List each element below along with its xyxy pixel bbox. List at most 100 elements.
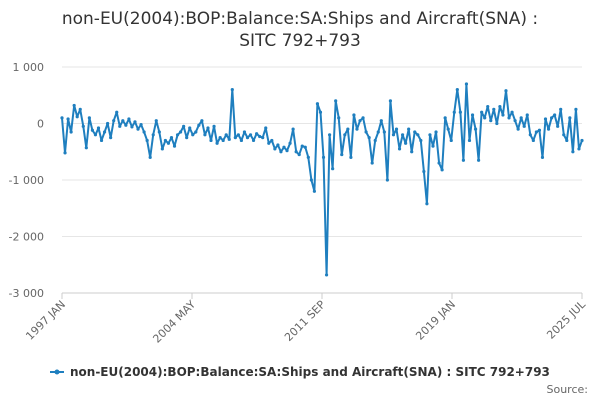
data-point: [449, 138, 453, 143]
data-point: [422, 169, 426, 174]
data-point: [294, 150, 298, 154]
data-point: [145, 138, 149, 143]
data-point: [282, 145, 286, 149]
x-tick-label: 2011 SEP: [282, 298, 328, 344]
data-point: [495, 121, 499, 126]
data-point: [206, 126, 210, 130]
data-point: [197, 123, 201, 127]
data-point: [331, 167, 335, 171]
data-point: [543, 117, 548, 121]
data-point: [483, 116, 487, 120]
data-point: [178, 130, 183, 134]
data-point: [492, 107, 496, 111]
data-point: [519, 116, 523, 120]
x-axis: 1997 JAN 2004 MAY 2011 SEP 2019 JAN 2025 JUL: [23, 292, 589, 346]
data-point: [531, 138, 535, 143]
y-tick-label: -2 000: [9, 231, 44, 244]
data-point: [343, 133, 347, 137]
data-point: [285, 149, 289, 153]
data-point: [315, 102, 320, 106]
data-point: [516, 127, 520, 131]
data-point: [300, 144, 304, 148]
data-point: [227, 137, 231, 141]
data-point: [142, 130, 146, 134]
data-point: [571, 150, 575, 154]
data-point: [565, 138, 569, 143]
data-point: [388, 99, 393, 103]
data-point: [480, 110, 484, 114]
data-point: [394, 127, 399, 131]
x-tick-label: 2004 MAY: [150, 298, 198, 346]
data-point: [136, 127, 140, 131]
data-point: [382, 130, 386, 134]
data-point: [63, 151, 67, 155]
data-point: [404, 141, 408, 145]
data-point: [151, 133, 155, 137]
chart-title-line-2: SITC 792+793: [239, 31, 361, 51]
series-path: [61, 83, 583, 276]
data-point: [400, 133, 405, 137]
data-point: [99, 138, 104, 143]
data-point: [437, 161, 441, 165]
data-point: [236, 133, 240, 137]
data-point: [154, 119, 158, 123]
series-line: [60, 82, 584, 277]
x-tick-label: 2019 JAN: [413, 298, 458, 343]
data-point: [163, 138, 167, 143]
data-point: [72, 103, 76, 108]
data-point: [303, 145, 307, 149]
data-point: [279, 150, 283, 154]
data-point: [127, 117, 131, 121]
data-point: [440, 168, 444, 172]
data-point: [115, 110, 119, 114]
y-tick-label: -1 000: [9, 174, 44, 187]
data-point: [124, 123, 128, 127]
data-point: [334, 99, 338, 103]
data-point: [312, 189, 316, 193]
data-point: [324, 273, 329, 277]
data-point: [349, 155, 353, 159]
y-tick-label: 1 000: [13, 61, 45, 74]
data-point: [358, 119, 362, 123]
data-point: [166, 141, 171, 145]
data-point: [169, 136, 174, 140]
data-point: [139, 123, 143, 127]
data-point: [69, 130, 73, 134]
data-point: [160, 147, 164, 151]
data-point: [203, 133, 207, 137]
x-tick-label: 1997 JAN: [23, 298, 68, 343]
legend-label: non-EU(2004):BOP:Balance:SA:Ships and Ai…: [70, 365, 550, 379]
data-point: [458, 110, 462, 114]
data-point: [443, 116, 447, 120]
data-point: [510, 110, 514, 114]
y-tick-label: -3 000: [9, 287, 44, 300]
data-point: [148, 155, 152, 159]
data-point: [546, 127, 551, 131]
data-point: [574, 107, 578, 111]
data-point: [559, 107, 563, 111]
data-point: [306, 155, 310, 159]
data-point: [376, 130, 380, 134]
data-point: [242, 130, 247, 134]
data-point: [452, 110, 456, 114]
data-point: [525, 113, 529, 117]
data-point: [276, 143, 280, 147]
data-point: [191, 133, 195, 137]
legend[interactable]: non-EU(2004):BOP:Balance:SA:Ships and Ai…: [50, 365, 550, 379]
data-point: [175, 133, 180, 137]
data-point: [218, 136, 222, 140]
data-point: [112, 119, 116, 123]
data-point: [133, 120, 137, 124]
data-point: [385, 178, 389, 182]
y-axis: 1 000 0 -1 000 -2 000 -3 000: [9, 61, 44, 300]
data-point: [397, 147, 402, 151]
data-point: [477, 158, 481, 162]
data-point: [455, 88, 459, 92]
data-point: [93, 133, 98, 137]
data-point: [473, 127, 478, 131]
data-point: [416, 133, 420, 137]
data-point: [200, 119, 204, 123]
data-point: [81, 124, 85, 128]
data-point: [355, 127, 359, 131]
data-point: [556, 124, 560, 128]
